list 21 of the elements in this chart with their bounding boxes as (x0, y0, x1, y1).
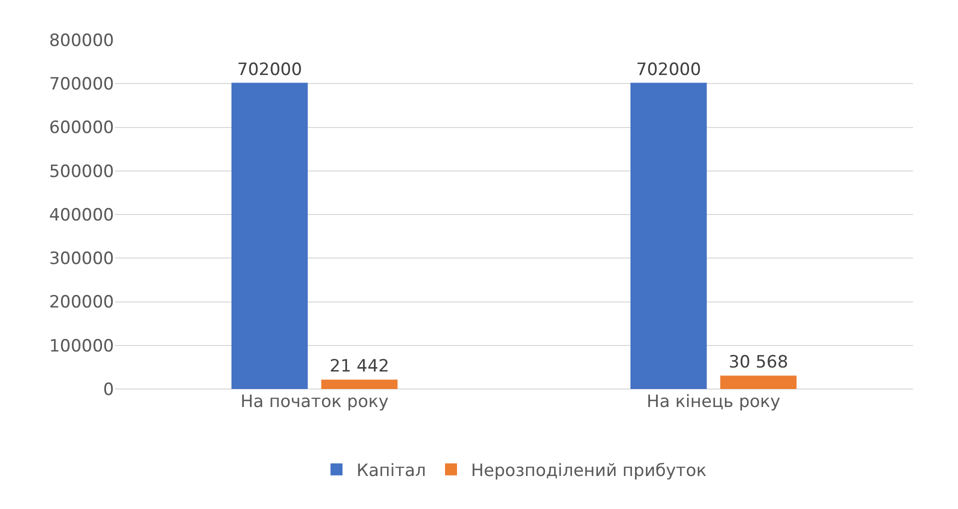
y-tick-label: 400000 (49, 205, 114, 226)
legend-label: Капітал (356, 461, 426, 481)
bar (630, 82, 707, 389)
y-tick-label: 500000 (49, 162, 114, 182)
data-label: 702000 (237, 60, 302, 80)
legend-label: Нерозподілений прибуток (471, 461, 706, 481)
data-label: 30 568 (728, 352, 788, 373)
y-tick-label: 100000 (49, 336, 114, 356)
y-tick-label: 300000 (49, 249, 114, 270)
y-tick-label: 200000 (49, 292, 114, 313)
x-tick-label: На кінець року (646, 392, 780, 412)
y-tick-label: 600000 (49, 118, 114, 138)
data-label: 21 442 (330, 356, 390, 377)
bar (321, 380, 398, 389)
bar (231, 82, 308, 389)
y-tick-label: 700000 (49, 74, 114, 95)
bar (720, 376, 797, 389)
y-tick-label: 0 (103, 380, 114, 400)
x-tick-label: На початок року (240, 392, 389, 412)
y-tick-label: 800000 (49, 30, 114, 51)
data-label: 702000 (636, 60, 702, 80)
